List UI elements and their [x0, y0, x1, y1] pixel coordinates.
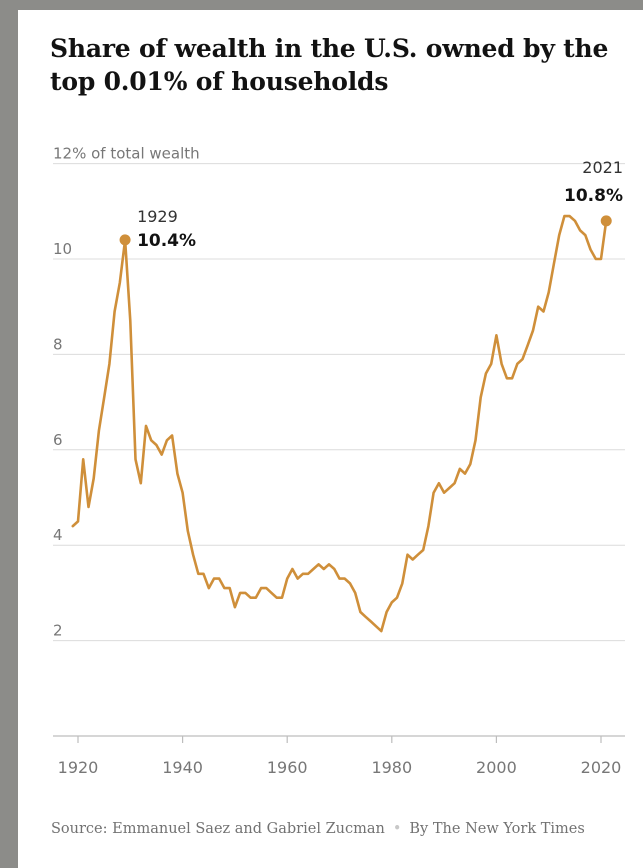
- source-prefix: Source:: [51, 821, 108, 837]
- source-byline: By The New York Times: [409, 821, 585, 837]
- x-tick-label: 1980: [371, 758, 412, 777]
- chart-card: Share of wealth in the U.S. owned by the…: [18, 10, 643, 868]
- annotation-dot: [119, 234, 131, 246]
- source-note: Source: Emmanuel Saez and Gabriel Zucman…: [51, 816, 621, 842]
- x-tick-label: 1920: [58, 758, 99, 777]
- y-tick-label: 8: [53, 335, 63, 353]
- chart-title: Share of wealth in the U.S. owned by the…: [50, 34, 609, 96]
- source-text: Emmanuel Saez and Gabriel Zucman: [112, 821, 385, 837]
- x-tick-label: 1940: [162, 758, 203, 777]
- y-tick-label: 12% of total wealth: [53, 145, 200, 163]
- y-tick-label: 6: [53, 431, 63, 449]
- x-tick-label: 1960: [267, 758, 308, 777]
- annotation-value: 10.4%: [137, 231, 196, 251]
- y-tick-label: 10: [53, 240, 72, 258]
- y-tick-label: 2: [53, 622, 63, 640]
- x-tick-label: 2000: [476, 758, 517, 777]
- wealth-share-line: [71, 214, 608, 633]
- annotation-dot: [600, 215, 612, 227]
- annotation-year: 1929: [137, 207, 178, 226]
- annotation-value: 10.8%: [564, 186, 623, 206]
- source-separator: •: [392, 821, 402, 837]
- x-tick-label: 2020: [581, 758, 622, 777]
- y-tick-label: 4: [53, 526, 63, 544]
- annotation-year: 2021: [582, 158, 623, 177]
